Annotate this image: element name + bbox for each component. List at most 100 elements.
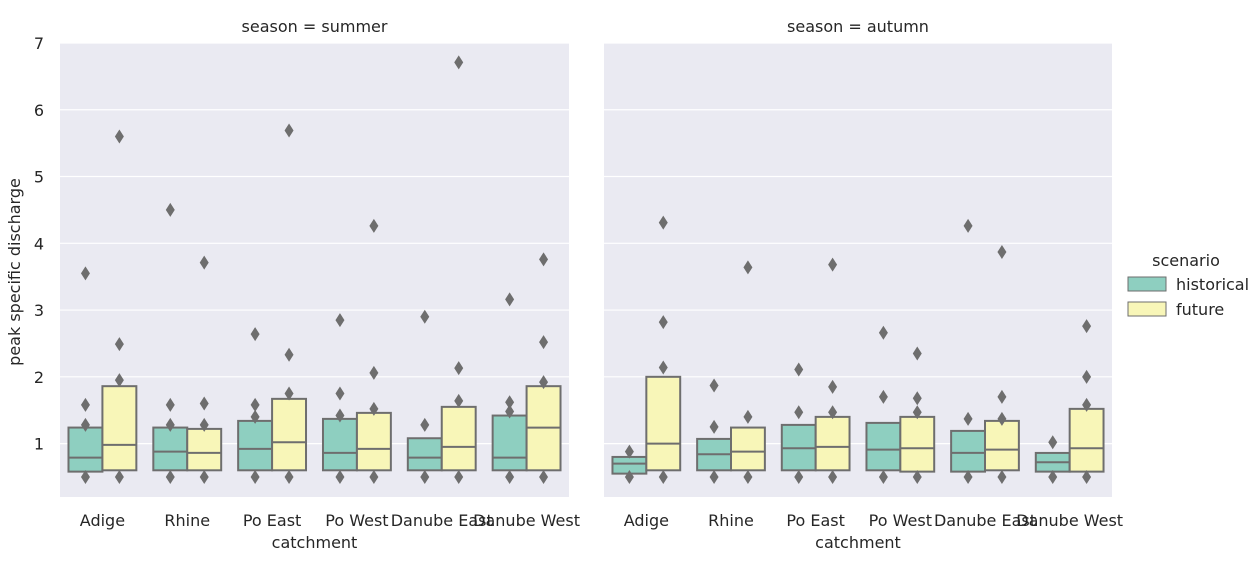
box-future: [645, 375, 682, 472]
outlier-point: [199, 417, 209, 432]
x-tick-label: Danube West: [1016, 511, 1123, 530]
outlier-point: [912, 391, 922, 406]
outlier-point: [284, 123, 294, 138]
outlier-point: [250, 409, 260, 424]
x-tick-label: Po West: [869, 511, 932, 530]
outlier-point: [794, 362, 804, 377]
outlier-point: [420, 417, 430, 432]
y-tick-label: 1: [34, 435, 44, 454]
outlier-point: [539, 335, 549, 350]
outlier-point: [114, 373, 124, 388]
facet-title: season = autumn: [787, 17, 929, 36]
y-tick-label: 5: [34, 168, 44, 187]
outlier-point: [963, 411, 973, 426]
x-axis-label: catchment: [815, 533, 901, 552]
outlier-point: [165, 397, 175, 412]
box-historical: [67, 426, 104, 473]
outlier-point: [912, 405, 922, 420]
outlier-point: [539, 469, 549, 484]
outlier-point: [505, 469, 515, 484]
legend: scenario historical future: [1127, 251, 1249, 319]
x-tick-label: Rhine: [164, 511, 210, 530]
outlier-point: [743, 260, 753, 275]
outlier-point: [828, 257, 838, 272]
y-tick-label: 2: [34, 368, 44, 387]
outlier-point: [794, 405, 804, 420]
outlier-point: [624, 469, 634, 484]
outlier-point: [658, 315, 668, 330]
plot-background: [604, 43, 1112, 497]
outlier-point: [658, 360, 668, 375]
outlier-point: [454, 361, 464, 376]
x-tick-label: Rhine: [708, 511, 754, 530]
box-future: [814, 415, 851, 472]
outlier-point: [1048, 469, 1058, 484]
outlier-point: [828, 379, 838, 394]
outlier-point: [878, 325, 888, 340]
outlier-point: [828, 405, 838, 420]
outlier-point: [539, 375, 549, 390]
outlier-point: [912, 469, 922, 484]
outlier-point: [1082, 369, 1092, 384]
box-future: [186, 427, 223, 472]
box-future: [984, 419, 1020, 472]
outlier-point: [658, 469, 668, 484]
outlier-point: [878, 469, 888, 484]
facet-panel: season = autumn catchment Adige Rhine Po Eas…: [604, 17, 1123, 552]
x-tick-label: Danube West: [473, 511, 580, 530]
outlier-point: [505, 292, 515, 307]
box-future: [101, 385, 138, 472]
x-tick-label: Po East: [243, 511, 301, 530]
box-historical: [237, 419, 274, 472]
box-historical: [950, 429, 987, 473]
plot-background: [60, 43, 569, 497]
outlier-point: [420, 469, 430, 484]
x-tick-label: Adige: [624, 511, 669, 530]
box-historical: [865, 421, 902, 472]
outlier-point: [335, 386, 345, 401]
outlier-point: [335, 313, 345, 328]
outlier-point: [80, 266, 90, 281]
outlier-point: [165, 202, 175, 217]
outlier-point: [997, 469, 1007, 484]
outlier-point: [709, 378, 719, 393]
x-tick-label: Danube East: [934, 511, 1036, 530]
x-axis-label: catchment: [272, 533, 358, 552]
facet-panels: 1 2 3 4 5 6 7 season = summer catchment Adige Rhin…: [34, 17, 1123, 552]
outlier-point: [709, 419, 719, 434]
outlier-point: [505, 404, 515, 419]
legend-swatch: [1127, 276, 1167, 292]
outlier-point: [743, 469, 753, 484]
outlier-point: [539, 252, 549, 267]
outlier-point: [1082, 397, 1092, 412]
facet-title: season = summer: [242, 17, 388, 36]
outlier-point: [199, 396, 209, 411]
outlier-point: [250, 327, 260, 342]
box-historical: [152, 426, 189, 472]
outlier-point: [199, 469, 209, 484]
outlier-point: [284, 469, 294, 484]
y-axis-label: peak specific discharge: [5, 178, 24, 366]
outlier-point: [369, 218, 379, 233]
box-future: [271, 397, 308, 472]
legend-title: scenario: [1152, 251, 1220, 270]
outlier-point: [165, 417, 175, 432]
outlier-point: [709, 469, 719, 484]
box-future: [899, 415, 936, 473]
outlier-point: [114, 129, 124, 144]
outlier-point: [80, 417, 90, 432]
outlier-point: [114, 337, 124, 352]
outlier-point: [997, 411, 1007, 426]
outlier-point: [199, 255, 209, 270]
outlier-point: [454, 469, 464, 484]
box-future: [355, 411, 392, 472]
outlier-point: [420, 309, 430, 324]
outlier-point: [284, 386, 294, 401]
outlier-point: [454, 393, 464, 408]
y-tick-label: 7: [34, 34, 44, 53]
x-tick-label: Danube East: [391, 511, 493, 530]
outlier-point: [794, 469, 804, 484]
y-tick-label: 4: [34, 234, 44, 253]
box-historical: [491, 414, 528, 472]
